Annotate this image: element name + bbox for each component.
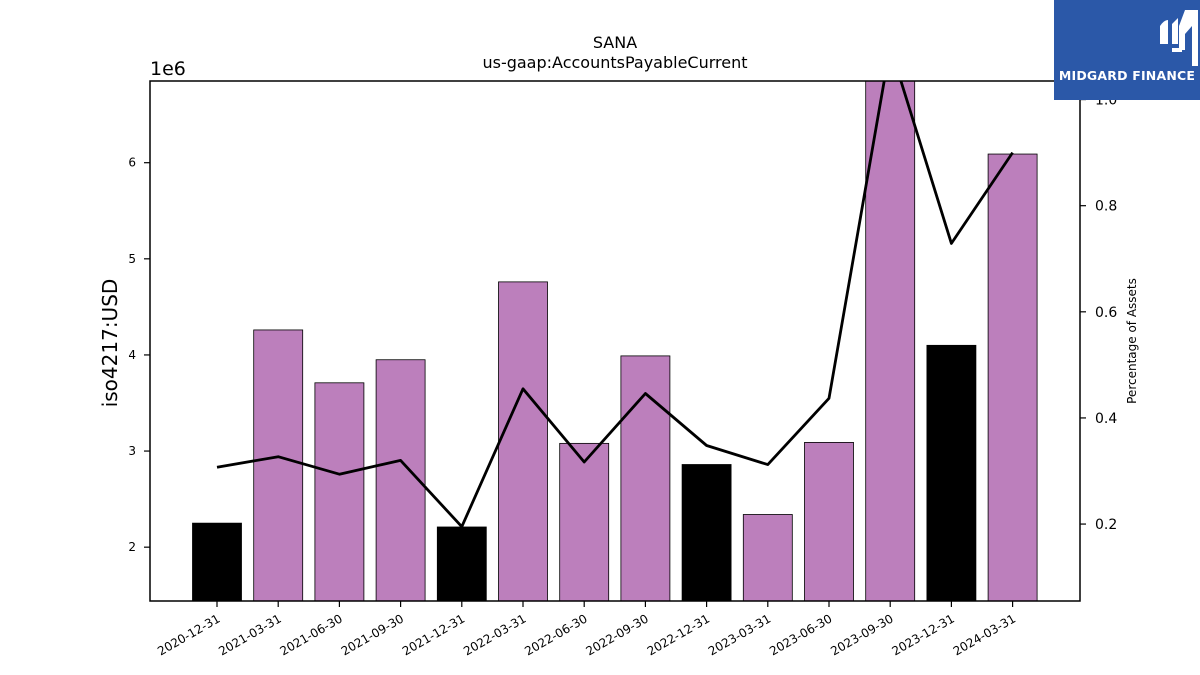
bar-2021-12-31: [436, 526, 487, 601]
y-tick-label: 5: [128, 252, 136, 266]
x-tick-label: 2022-03-31: [461, 611, 528, 658]
y2-axis-label: Percentage of Assets: [1125, 278, 1139, 404]
logo-text: MIDGARD FINANCE: [1058, 68, 1196, 83]
x-tick-label: 2022-06-30: [522, 611, 589, 658]
y-tick-label: 3: [128, 444, 136, 458]
chart-title: SANA: [593, 33, 637, 52]
bar-2021-06-30: [314, 382, 365, 601]
y2-tick-label: 0.2: [1095, 517, 1117, 533]
x-tick-label: 2021-06-30: [277, 611, 344, 658]
x-tick-label: 2021-09-30: [339, 611, 406, 658]
bar-2021-09-30: [375, 359, 426, 601]
bar-2022-12-31: [681, 464, 732, 601]
y-offset-label: 1e6: [150, 58, 186, 80]
plot-frame: [149, 80, 1081, 602]
brand-logo: MIDGARD FINANCE: [1054, 0, 1200, 100]
bar-2021-03-31: [253, 329, 304, 601]
x-tick-label: 2022-12-31: [645, 611, 712, 658]
x-tick-label: 2023-09-30: [828, 611, 895, 658]
bar-2022-06-30: [559, 442, 610, 601]
pct-assets-line: [216, 81, 1014, 529]
x-tick-label: 2021-03-31: [216, 611, 283, 658]
y-tick-label: 2: [128, 540, 136, 554]
bar-2023-09-30: [865, 81, 916, 601]
x-tick-label: 2023-12-31: [889, 611, 956, 658]
x-tick-label: 2023-03-31: [706, 611, 773, 658]
x-tick-label: 2020-12-31: [155, 611, 222, 658]
bar-2022-09-30: [620, 355, 671, 601]
bar-2024-03-31: [987, 153, 1038, 601]
chart-subtitle: us-gaap:AccountsPayableCurrent: [482, 53, 747, 72]
bar-2023-03-31: [742, 514, 793, 601]
bar-2023-12-31: [926, 344, 977, 601]
y-tick-label: 6: [128, 156, 136, 170]
y2-tick-label: 0.6: [1095, 305, 1117, 321]
y-axis-label: iso4217:USD: [98, 279, 122, 408]
bar-2020-12-31: [192, 522, 242, 601]
y2-tick-label: 0.4: [1095, 411, 1117, 427]
y-tick-label: 4: [128, 348, 136, 362]
x-tick-label: 2021-12-31: [400, 611, 467, 658]
bar-2023-06-30: [804, 442, 854, 601]
x-tick-label: 2024-03-31: [951, 611, 1018, 658]
x-tick-label: 2022-09-30: [583, 611, 650, 658]
logo-mark-icon: [1160, 10, 1198, 66]
x-tick-label: 2023-06-30: [767, 611, 834, 658]
y2-tick-label: 0.8: [1095, 199, 1117, 215]
bar-2022-03-31: [498, 281, 548, 601]
